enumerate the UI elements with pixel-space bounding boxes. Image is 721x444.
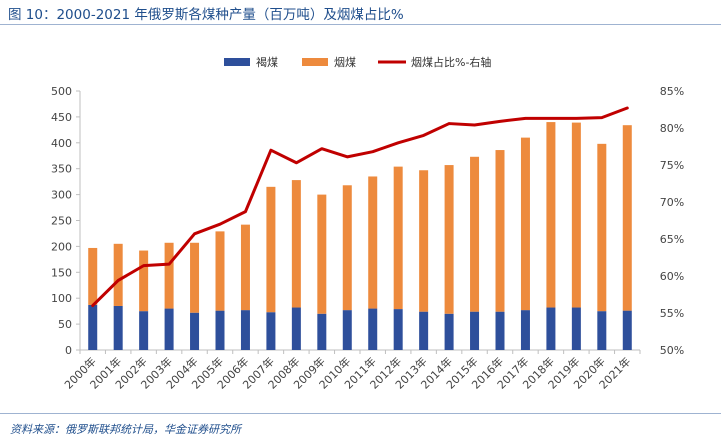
y-right-tick-label: 55% <box>660 307 684 320</box>
legend-swatch-bituminous <box>302 58 328 66</box>
bar-bituminous <box>571 122 581 308</box>
source-note: 资料来源：俄罗斯联邦统计局，华金证券研究所 <box>10 423 241 436</box>
bar-bituminous <box>164 242 174 309</box>
source-divider <box>0 413 721 414</box>
bar-lignite <box>317 313 327 350</box>
bar-lignite <box>164 308 174 350</box>
y-left-tick-label: 50 <box>58 318 72 331</box>
title-divider <box>0 24 721 25</box>
bar-bituminous <box>368 176 378 309</box>
bar-lignite <box>88 304 98 350</box>
share-line-group <box>91 106 629 308</box>
bar-bituminous <box>88 247 98 305</box>
bar-bituminous <box>495 150 505 312</box>
y-left-tick-label: 250 <box>51 215 72 228</box>
bar-bituminous <box>520 137 530 311</box>
y-left-tick-label: 500 <box>51 85 72 98</box>
bar-lignite <box>520 310 530 350</box>
bar-lignite <box>291 307 301 350</box>
legend-label-bituminous: 烟煤 <box>334 55 356 69</box>
y-right-tick-label: 60% <box>660 270 684 283</box>
bar-bituminous <box>266 186 276 313</box>
y-right-tick-label: 70% <box>660 196 684 209</box>
bar-bituminous <box>317 194 327 314</box>
legend-label-share: 烟煤占比%-右轴 <box>411 55 491 69</box>
bar-lignite <box>240 310 250 350</box>
bar-lignite <box>368 308 378 350</box>
bar-bituminous <box>240 224 250 311</box>
bar-lignite <box>495 311 505 350</box>
bar-lignite <box>571 307 581 350</box>
bar-lignite <box>470 311 480 350</box>
y-right-tick-label: 65% <box>660 233 684 246</box>
bar-bituminous <box>393 166 403 310</box>
bar-lignite <box>215 310 225 350</box>
bar-lignite <box>139 311 149 350</box>
bar-bituminous <box>470 156 480 312</box>
bar-lignite <box>419 311 429 350</box>
bar-bituminous <box>622 125 632 311</box>
y-right-tick-label: 75% <box>660 159 684 172</box>
bar-lignite <box>546 307 556 350</box>
bar-lignite <box>622 310 632 350</box>
bar-bituminous <box>444 165 454 314</box>
y-left-tick-label: 300 <box>51 189 72 202</box>
bar-bituminous <box>190 242 200 313</box>
legend-swatch-lignite <box>224 58 250 66</box>
bar-bituminous <box>342 185 352 311</box>
y-left-tick-label: 0 <box>65 344 72 357</box>
legend: 褐煤 烟煤 烟煤占比%-右轴 <box>224 55 491 69</box>
y-right-tick-label: 80% <box>660 122 684 135</box>
bar-bituminous <box>215 231 225 311</box>
bar-lignite <box>266 312 276 350</box>
bar-lignite <box>342 310 352 350</box>
y-left-tick-label: 400 <box>51 137 72 150</box>
figure-title: 图 10：2000-2021 年俄罗斯各煤种产量（百万吨）及烟煤占比% <box>8 7 404 23</box>
bar-bituminous <box>419 170 429 312</box>
bar-bituminous <box>139 250 149 312</box>
share-line <box>91 106 629 308</box>
y-left-tick-label: 150 <box>51 266 72 279</box>
y-left-tick-label: 350 <box>51 163 72 176</box>
bar-lignite <box>444 313 454 350</box>
bar-bituminous <box>597 143 607 312</box>
bar-bituminous <box>291 180 301 308</box>
y-left-tick-label: 100 <box>51 292 72 305</box>
bar-lignite <box>113 305 123 350</box>
bar-bituminous <box>546 122 556 308</box>
bar-lignite <box>597 311 607 350</box>
y-left-tick-label: 450 <box>51 111 72 124</box>
y-right-tick-label: 50% <box>660 344 684 357</box>
bars <box>88 122 632 350</box>
bar-lignite <box>190 312 200 350</box>
legend-label-lignite: 褐煤 <box>256 55 278 69</box>
y-right-tick-label: 85% <box>660 85 684 98</box>
y-left-tick-label: 200 <box>51 240 72 253</box>
bar-lignite <box>393 309 403 350</box>
bar-bituminous <box>113 243 123 306</box>
